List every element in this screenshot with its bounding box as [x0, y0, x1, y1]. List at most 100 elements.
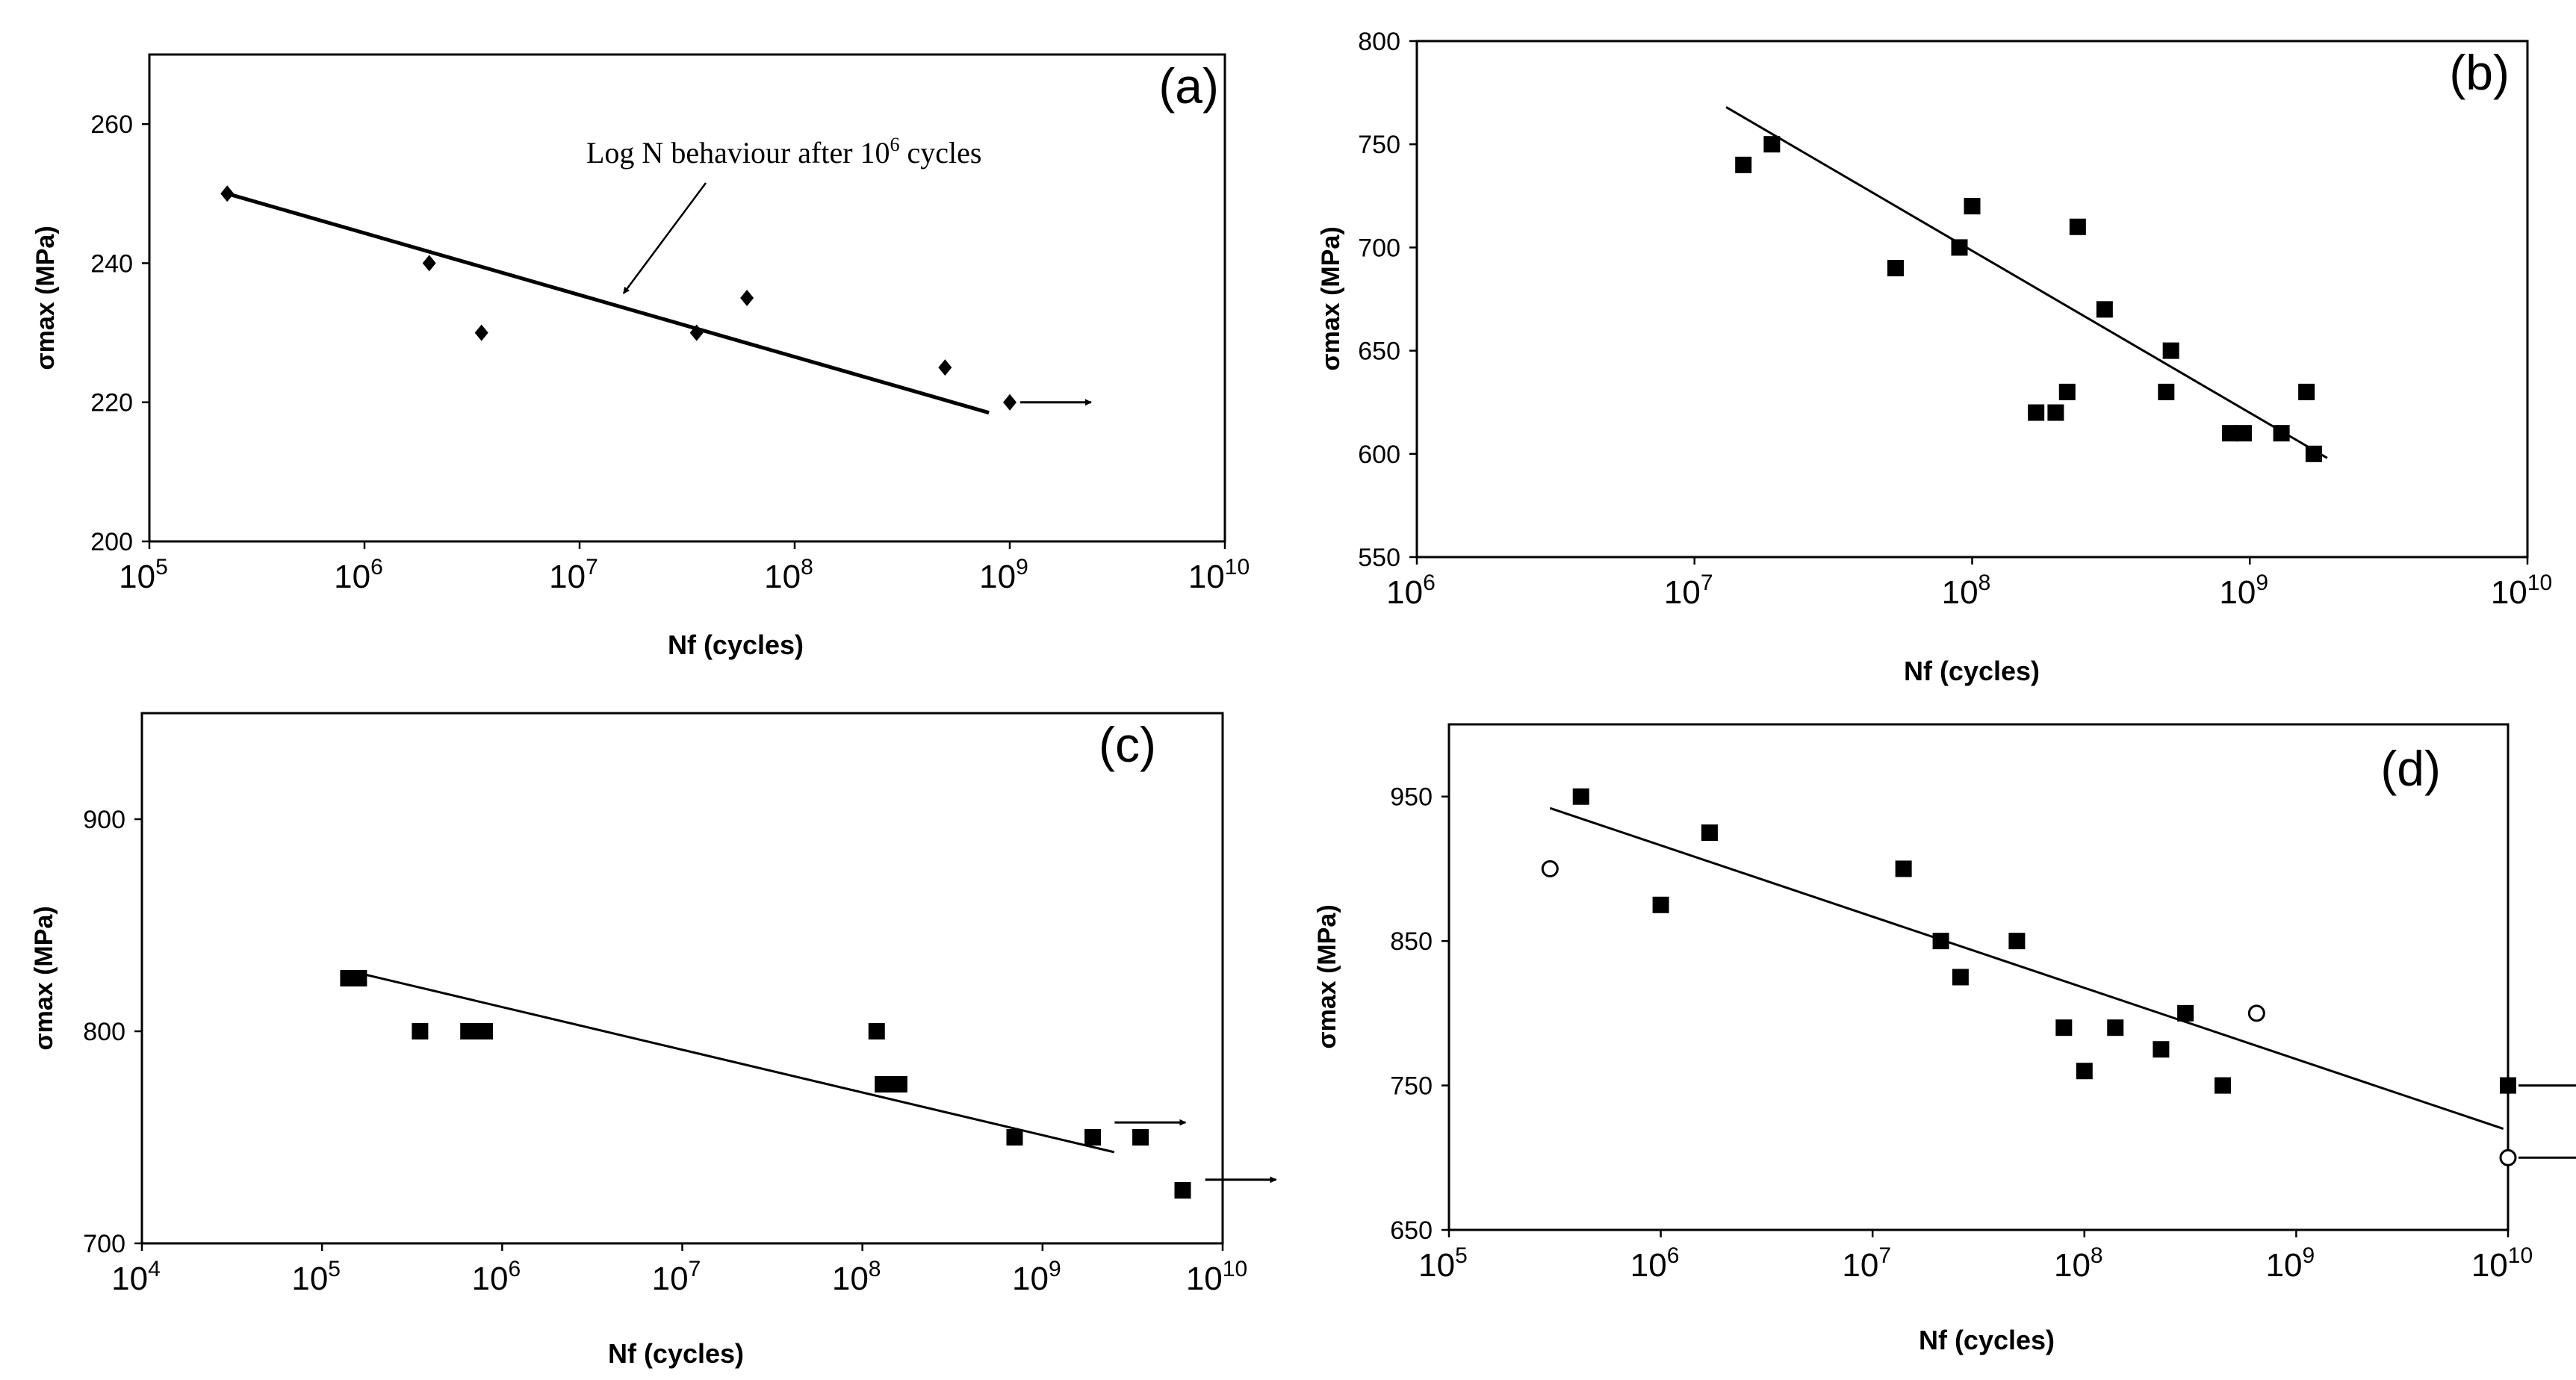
x-tick-base: 10	[832, 1261, 869, 1297]
x-tick-base: 10	[764, 559, 801, 595]
x-tick-label: 109	[2266, 1243, 2315, 1284]
x-axis-label: Nf (cycles)	[1904, 656, 2040, 686]
data-point-square	[2069, 218, 2086, 235]
y-tick-label: 900	[83, 806, 125, 834]
data-point-diamond	[938, 359, 952, 376]
data-point-diamond	[422, 255, 436, 272]
data-point-square	[2500, 1077, 2516, 1094]
x-tick-base: 10	[1012, 1261, 1049, 1297]
x-tick-base: 10	[119, 559, 155, 595]
x-tick-base: 10	[549, 559, 586, 595]
data-point-square	[868, 1023, 885, 1039]
x-tick-label: 104	[111, 1257, 161, 1297]
x-axis-label: Nf (cycles)	[668, 630, 804, 660]
data-point-diamond	[220, 185, 235, 202]
data-point-square	[2055, 1019, 2073, 1036]
x-tick-exponent: 10	[1223, 1257, 1247, 1281]
x-tick-exponent: 9	[1049, 1257, 1061, 1281]
y-tick-label: 600	[1358, 441, 1400, 469]
x-tick-exponent: 5	[1455, 1243, 1468, 1268]
x-tick-label: 109	[1012, 1257, 1061, 1297]
data-point-open-circle	[2499, 1149, 2517, 1166]
x-tick-label: 1010	[1186, 1257, 1247, 1297]
x-tick-base: 10	[652, 1261, 689, 1297]
x-tick-exponent: 10	[2508, 1243, 2533, 1268]
data-point-square	[476, 1023, 493, 1039]
x-tick-exponent: 6	[1667, 1243, 1680, 1268]
x-tick-exponent: 7	[1878, 1243, 1891, 1268]
data-point-square	[2028, 404, 2045, 421]
plot-frame	[140, 712, 1224, 1245]
x-tick-exponent: 8	[801, 555, 813, 579]
x-tick-exponent: 7	[1701, 571, 1713, 595]
y-tick-label: 750	[1390, 1072, 1433, 1101]
x-tick-exponent: 4	[148, 1257, 161, 1281]
data-point-square	[1652, 896, 1669, 913]
data-point-square	[2008, 933, 2026, 950]
x-tick-exponent: 6	[1423, 571, 1436, 595]
data-point-square	[2047, 404, 2064, 421]
x-tick-exponent: 7	[586, 555, 598, 579]
y-tick-label: 800	[1358, 28, 1400, 56]
x-tick-label: 105	[119, 555, 168, 595]
x-tick-base: 10	[1188, 559, 1225, 595]
y-tick-label: 700	[83, 1230, 125, 1258]
data-point-square	[1174, 1182, 1191, 1199]
x-tick-exponent: 10	[2527, 571, 2552, 595]
x-tick-exponent: 8	[1978, 571, 1991, 595]
x-tick-exponent: 10	[1225, 555, 1250, 579]
x-tick-base: 10	[1418, 1247, 1455, 1284]
x-tick-base: 10	[291, 1261, 328, 1297]
x-tick-exponent: 9	[2256, 571, 2268, 595]
data-point-square	[2107, 1019, 2124, 1036]
panel-label: (c)	[1099, 717, 1156, 772]
y-tick-label: 950	[1390, 783, 1433, 812]
data-point-square	[2058, 383, 2076, 400]
x-tick-base: 10	[2266, 1247, 2303, 1284]
data-point-diamond	[474, 324, 488, 341]
y-tick-label: 750	[1358, 131, 1400, 159]
x-tick-label: 1010	[2491, 571, 2552, 611]
data-point-square	[2222, 425, 2239, 442]
data-point-square	[2235, 425, 2252, 442]
data-point-square	[2096, 301, 2113, 318]
y-tick-label: 200	[90, 528, 133, 556]
data-point-square	[2215, 1077, 2232, 1094]
data-point-square	[2162, 342, 2179, 359]
x-tick-base: 10	[2471, 1247, 2508, 1284]
data-point-square	[1895, 860, 1912, 877]
x-axis-label: Nf (cycles)	[608, 1338, 744, 1369]
data-point-square	[2158, 383, 2175, 400]
panel-label: (d)	[2380, 741, 2441, 796]
data-point-open-circle	[1541, 860, 1559, 877]
x-tick-label: 109	[979, 555, 1028, 595]
y-axis-label: σmax (MPa)	[31, 226, 60, 370]
data-point-diamond	[740, 290, 754, 306]
trend-line	[1725, 106, 2328, 459]
x-tick-exponent: 6	[370, 555, 383, 579]
x-tick-exponent: 7	[689, 1257, 701, 1281]
annotation-text: Log N behaviour after 106 cycles	[586, 134, 981, 170]
data-point-square	[1735, 156, 1752, 173]
y-tick-label: 550	[1358, 544, 1400, 572]
plot-frame	[1447, 723, 2510, 1231]
x-tick-label: 105	[1418, 1243, 1468, 1284]
x-tick-base: 10	[1842, 1247, 1878, 1284]
x-tick-label: 106	[334, 555, 383, 595]
x-tick-label: 108	[832, 1257, 881, 1297]
annotation-text-sup: 6	[890, 134, 900, 155]
data-point-diamond	[1003, 394, 1017, 411]
x-tick-exponent: 9	[1016, 555, 1028, 579]
annotation-text-tail: cycles	[900, 136, 982, 170]
x-tick-base: 10	[1942, 574, 1978, 611]
x-tick-label: 109	[2219, 571, 2268, 611]
x-tick-exponent: 5	[328, 1257, 341, 1281]
y-axis-label: σmax (MPa)	[1313, 904, 1341, 1048]
y-tick-label: 650	[1390, 1216, 1433, 1245]
y-tick-label: 800	[83, 1018, 125, 1046]
plot-frame	[148, 53, 1226, 543]
